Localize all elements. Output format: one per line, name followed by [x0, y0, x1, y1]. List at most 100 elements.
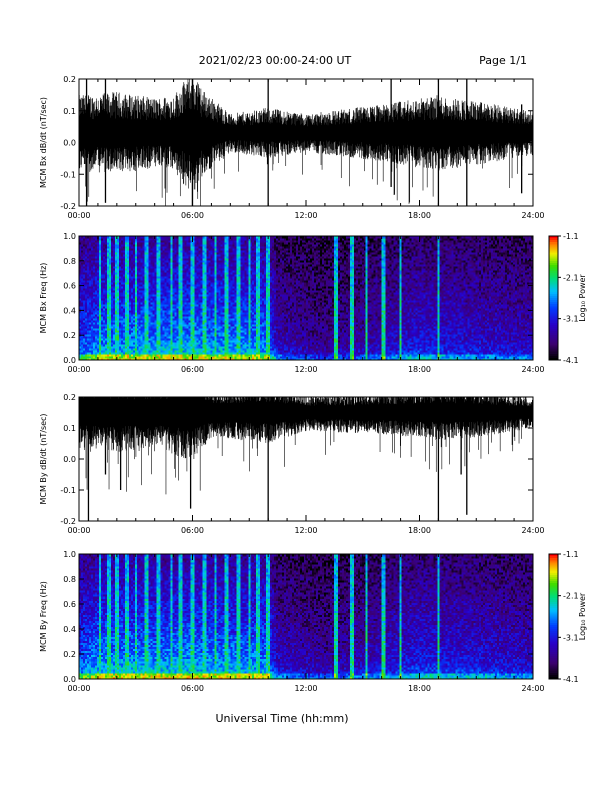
heat-cell [146, 290, 150, 293]
heat-cell [84, 238, 88, 241]
heat-cell [102, 354, 106, 357]
heat-cell [128, 358, 132, 361]
heat-cell [158, 326, 162, 329]
heat-cell [112, 358, 116, 361]
heat-cell [108, 332, 112, 335]
heat-cell [136, 328, 140, 331]
heat-cell [114, 336, 118, 339]
heat-cell [92, 304, 96, 307]
heat-cell [144, 242, 148, 245]
heat-cell [120, 260, 124, 263]
heat-cell [164, 240, 168, 243]
heat-cell [132, 334, 136, 337]
heat-cell [136, 260, 140, 263]
heat-cell [162, 342, 166, 345]
heat-cell [178, 272, 181, 275]
heat-cell [166, 352, 169, 355]
heat-cell [134, 316, 138, 319]
heat-cell [114, 344, 118, 347]
series-trace-1 [79, 79, 533, 206]
heat-cell [100, 344, 104, 347]
heat-cell [92, 328, 96, 331]
heat-cell [79, 350, 82, 353]
heat-cell [162, 250, 166, 253]
heat-cell [114, 326, 118, 329]
heat-cell [116, 348, 120, 351]
heat-cell [164, 314, 168, 317]
heat-cell [162, 278, 166, 281]
heat-cell [162, 352, 166, 355]
heat-cell [174, 314, 177, 317]
heat-cell [94, 342, 98, 345]
heat-cell [80, 316, 84, 319]
heat-cell [158, 298, 162, 301]
heat-cell [178, 246, 181, 249]
heat-cell [96, 332, 100, 335]
heat-cell [150, 348, 154, 351]
heat-cell [140, 326, 144, 329]
heat-cell [88, 266, 92, 269]
heat-cell [106, 254, 110, 257]
heat-cell [120, 322, 124, 325]
heat-cell [98, 272, 102, 275]
heat-cell [152, 342, 156, 345]
heat-cell [88, 258, 92, 261]
heat-cell [130, 258, 134, 261]
heat-cell [134, 276, 138, 279]
heat-cell [124, 356, 128, 359]
heat-cell [94, 250, 98, 253]
heat-cell [120, 350, 124, 353]
heat-cell [136, 356, 140, 359]
heat-cell [94, 282, 98, 285]
heat-cell [132, 252, 136, 255]
heat-cell [176, 302, 179, 305]
heat-cell [152, 292, 156, 295]
heat-cell [102, 302, 106, 305]
heat-cell [138, 296, 142, 299]
heat-cell [96, 262, 100, 265]
heat-cell [94, 308, 98, 311]
heat-cell [86, 316, 90, 319]
heat-cell [112, 252, 116, 255]
heat-cell [176, 292, 179, 295]
heat-cell [164, 330, 168, 333]
heat-cell [166, 292, 169, 295]
heat-cell [144, 326, 148, 329]
heat-cell [154, 284, 158, 287]
heat-cell [174, 308, 177, 311]
heat-cell [98, 256, 102, 259]
heat-cell [94, 352, 98, 355]
heat-cell [136, 284, 140, 287]
heat-cell [166, 248, 169, 251]
heat-cell [174, 258, 177, 261]
heat-cell [132, 246, 136, 249]
heat-cell [172, 346, 175, 349]
heat-cell [84, 334, 88, 337]
heat-cell [100, 290, 104, 293]
heat-cell [160, 320, 164, 323]
heat-cell [178, 298, 181, 301]
heat-cell [114, 308, 118, 311]
heat-cell [110, 264, 114, 267]
heat-cell [180, 354, 183, 357]
heat-cell [104, 328, 108, 331]
heat-cell [162, 320, 166, 323]
heat-cell [80, 238, 84, 241]
heat-cell [160, 356, 164, 359]
heat-cell [176, 298, 179, 301]
heat-cell [108, 246, 112, 249]
heat-cell [174, 300, 177, 303]
heat-cell [94, 288, 98, 291]
heat-cell [79, 238, 82, 241]
heat-cell [162, 322, 166, 325]
heat-cell [86, 236, 90, 239]
heat-cell [126, 336, 130, 339]
heat-cell [102, 274, 106, 277]
heat-cell [112, 274, 116, 277]
heat-cell [120, 270, 124, 273]
heat-cell [150, 358, 154, 361]
heat-cell [100, 254, 104, 257]
heat-cell [164, 324, 168, 327]
heat-cell [112, 256, 116, 259]
heat-cell [114, 320, 118, 323]
